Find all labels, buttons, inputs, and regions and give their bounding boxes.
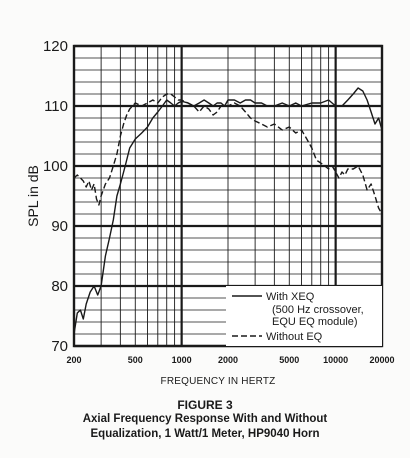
y-tick-label: 80 xyxy=(51,278,68,295)
x-axis-label: FREQUENCY IN HERTZ xyxy=(161,376,276,387)
chart-legend: With XEQ(500 Hz crossover,EQU EQ module)… xyxy=(226,286,382,346)
y-tick-label: 110 xyxy=(44,98,68,115)
without-eq-series-line xyxy=(73,93,383,215)
with-xeq-series-line xyxy=(73,87,383,335)
x-tick-label: 2000 xyxy=(218,355,238,365)
chart-series xyxy=(73,87,383,335)
figure-number: FIGURE 3 xyxy=(177,398,233,412)
x-tick-label: 20000 xyxy=(369,355,394,365)
x-tick-label: 500 xyxy=(128,355,143,365)
legend-detail-with-xeq: (500 Hz crossover, xyxy=(272,304,364,316)
legend-label-without-eq: Without EQ xyxy=(266,331,323,343)
x-tick-label: 1000 xyxy=(172,355,192,365)
y-tick-label: 100 xyxy=(43,158,68,175)
legend-detail-with-xeq: EQU EQ module) xyxy=(272,316,358,328)
y-tick-label: 90 xyxy=(51,218,68,235)
x-tick-label: 10000 xyxy=(323,355,348,365)
y-axis-label: SPL in dB xyxy=(25,165,41,227)
x-axis-ticks: 200 500 1000 2000 5000 10000 20000 xyxy=(66,355,394,365)
figure-caption-line-2: Equalization, 1 Watt/1 Meter, HP9040 Hor… xyxy=(90,428,320,440)
legend-label-with-xeq: With XEQ xyxy=(266,291,315,303)
y-axis-ticks: 70 80 90 100 110 120 xyxy=(43,38,68,355)
figure-caption-line-1: Axial Frequency Response With and Withou… xyxy=(82,413,328,425)
x-tick-label: 200 xyxy=(66,355,81,365)
x-tick-label: 5000 xyxy=(279,355,299,365)
y-tick-label: 120 xyxy=(43,38,68,55)
y-tick-label: 70 xyxy=(51,338,68,355)
